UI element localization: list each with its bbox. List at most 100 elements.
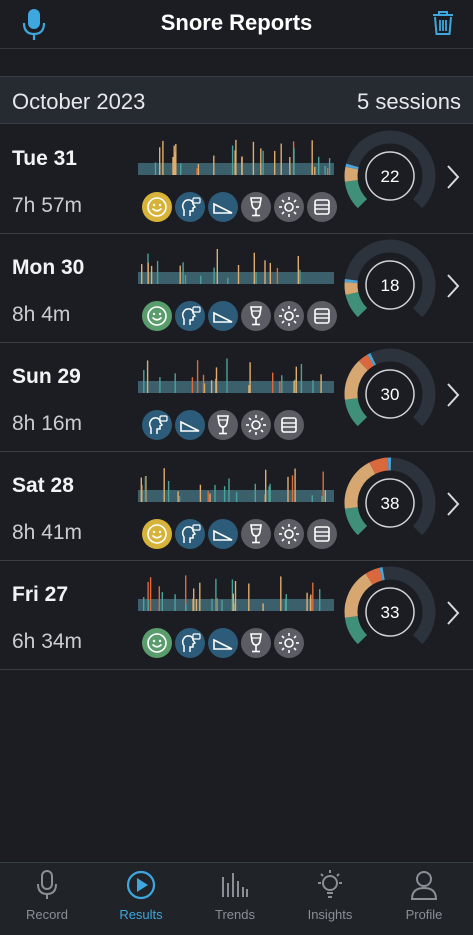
snore-score: 30 <box>381 385 400 404</box>
chevron-right-icon[interactable] <box>444 272 462 300</box>
snore-score-gauge: 33 <box>343 565 437 659</box>
session-factor-icons <box>142 628 304 660</box>
smiley-face-icon <box>142 628 172 658</box>
gauge-segment-green <box>351 181 362 204</box>
ramp-icon <box>208 519 238 549</box>
tab-label: Record <box>0 907 94 922</box>
chevron-right-icon[interactable] <box>444 490 462 518</box>
ramp-icon <box>208 301 238 331</box>
gauge-segment-blue <box>352 165 353 168</box>
snore-timeline <box>137 569 335 619</box>
tab-profile[interactable]: Profile <box>377 863 471 935</box>
gauge-segment-blue <box>381 574 384 575</box>
session-factor-icons <box>142 301 337 333</box>
tab-trends[interactable]: Trends <box>188 863 282 935</box>
snore-score: 18 <box>381 276 400 295</box>
tab-results[interactable]: Results <box>94 863 188 935</box>
gauge-segment-blue <box>371 359 373 360</box>
sun-icon <box>274 628 304 658</box>
snore-timeline <box>137 133 335 183</box>
session-day: Tue 31 <box>12 147 77 171</box>
snore-score: 38 <box>381 494 400 513</box>
page-title: Snore Reports <box>0 10 473 36</box>
session-row[interactable]: Sun 29 8h 16m 30 <box>0 343 473 452</box>
sun-icon <box>274 301 304 331</box>
gauge-segment-orange <box>372 464 388 468</box>
gauge-segment-green <box>351 399 362 422</box>
wine-glass-icon <box>241 519 271 549</box>
tab-label: Trends <box>188 907 282 922</box>
wine-glass-icon <box>241 301 271 331</box>
snore-score-gauge: 30 <box>343 347 437 441</box>
session-day: Sat 28 <box>12 474 74 498</box>
session-row[interactable]: Fri 27 6h 34m 33 <box>0 561 473 670</box>
session-duration: 8h 41m <box>12 521 82 545</box>
gauge-segment-green <box>352 294 362 313</box>
ramp-icon <box>208 628 238 658</box>
head-talk-icon <box>175 192 205 222</box>
session-row[interactable]: Sat 28 8h 41m 38 <box>0 452 473 561</box>
session-duration: 7h 57m <box>12 194 82 218</box>
snore-score-gauge: 18 <box>343 238 437 332</box>
session-duration: 8h 4m <box>12 303 70 327</box>
wine-glass-icon <box>241 192 271 222</box>
ramp-icon <box>208 192 238 222</box>
wine-glass-icon <box>241 628 271 658</box>
tab-label: Insights <box>283 907 377 922</box>
tab-bar: Record Results Trends Insigh <box>0 862 473 935</box>
trash-icon[interactable] <box>431 10 455 36</box>
sessions-count: 5 sessions <box>357 89 461 115</box>
session-day: Sun 29 <box>12 365 81 389</box>
lightbulb-icon <box>315 869 345 901</box>
session-factor-icons <box>142 192 337 224</box>
chevron-right-icon[interactable] <box>444 381 462 409</box>
month-label: October 2023 <box>12 89 145 115</box>
sun-icon <box>274 519 304 549</box>
snore-score: 22 <box>381 167 400 186</box>
month-section-header: October 2023 5 sessions <box>0 76 473 124</box>
session-row[interactable]: Tue 31 7h 57m 22 <box>0 125 473 234</box>
gauge-segment-green <box>351 617 362 640</box>
session-duration: 8h 16m <box>12 412 82 436</box>
smiley-face-icon <box>142 301 172 331</box>
gauge-segment-tan <box>351 283 352 294</box>
snore-timeline <box>137 460 335 510</box>
top-bar: Snore Reports <box>0 0 473 49</box>
session-factor-icons <box>142 410 304 442</box>
session-day: Mon 30 <box>12 256 84 280</box>
bed-icon <box>274 410 304 440</box>
bed-icon <box>307 519 337 549</box>
smiley-face-icon <box>142 192 172 222</box>
microphone-icon <box>32 869 62 901</box>
wine-glass-icon <box>208 410 238 440</box>
gauge-segment-tan <box>351 366 363 399</box>
snore-score-gauge: 22 <box>343 129 437 223</box>
snore-timeline <box>137 242 335 292</box>
tab-label: Results <box>94 907 188 922</box>
bar-chart-icon <box>220 869 250 901</box>
smiley-face-icon <box>142 519 172 549</box>
gauge-segment-orange <box>369 574 381 579</box>
sun-icon <box>274 192 304 222</box>
tab-record[interactable]: Record <box>0 863 94 935</box>
session-row[interactable]: Mon 30 8h 4m 18 <box>0 234 473 343</box>
session-duration: 6h 34m <box>12 630 82 654</box>
gauge-segment-orange <box>363 360 370 365</box>
chevron-right-icon[interactable] <box>444 163 462 191</box>
bed-icon <box>307 301 337 331</box>
head-talk-icon <box>175 519 205 549</box>
head-talk-icon <box>142 410 172 440</box>
person-icon <box>409 869 439 901</box>
chevron-right-icon[interactable] <box>444 599 462 627</box>
gauge-segment-tan <box>351 168 352 181</box>
session-day: Fri 27 <box>12 583 68 607</box>
session-factor-icons <box>142 519 337 551</box>
gauge-segment-green <box>351 508 362 531</box>
snore-timeline <box>137 351 335 401</box>
tab-label: Profile <box>377 907 471 922</box>
head-talk-icon <box>175 628 205 658</box>
ramp-icon <box>175 410 205 440</box>
sun-icon <box>241 410 271 440</box>
snore-score: 33 <box>381 603 400 622</box>
tab-insights[interactable]: Insights <box>283 863 377 935</box>
